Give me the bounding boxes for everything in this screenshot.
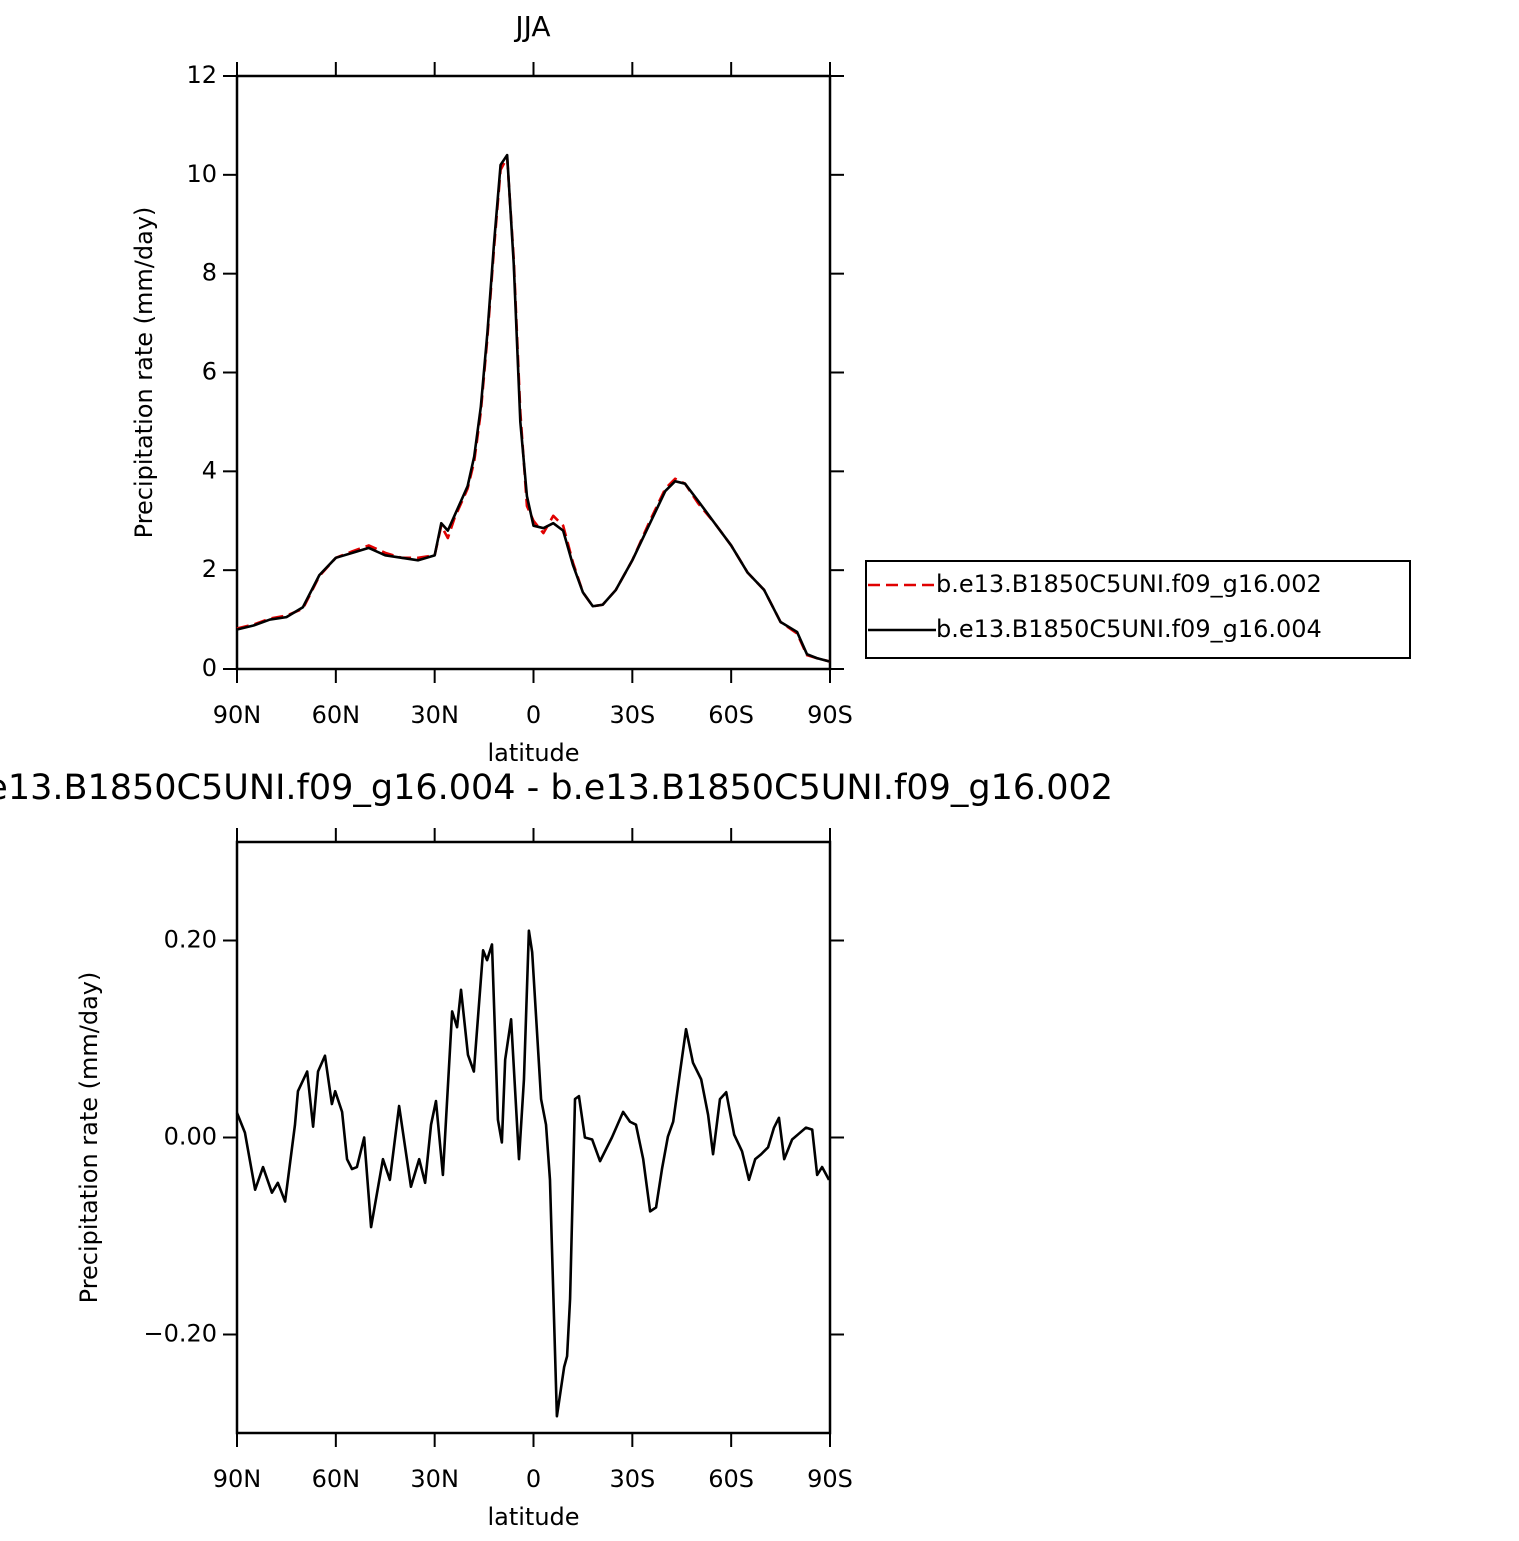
chart-title: b.e13.B1850C5UNI.f09_g16.004 - b.e13.B18… [0, 768, 1113, 808]
x-tick-label: 60N [312, 1465, 361, 1493]
x-tick-label: 90S [807, 701, 853, 729]
y-tick-label: 6 [202, 358, 217, 386]
y-tick-label: 12 [186, 61, 217, 89]
legend-box [865, 560, 1411, 659]
y-tick-label: 0.20 [164, 926, 217, 954]
x-tick-label: 60S [708, 1465, 754, 1493]
data-line [236, 156, 831, 663]
x-tick-label: 0 [526, 1465, 541, 1493]
y-tick-label: 0 [202, 654, 217, 682]
x-tick-label: 90N [213, 701, 262, 729]
legend-label: b.e13.B1850C5UNI.f09_g16.004 [936, 615, 1322, 643]
y-tick-label: −0.20 [143, 1320, 217, 1348]
y-tick-label: 0.00 [164, 1123, 217, 1151]
plot-frame [235, 74, 832, 671]
x-tick-label: 30N [410, 1465, 459, 1493]
x-tick-label: 60S [708, 701, 754, 729]
plot-frame [235, 840, 832, 1435]
x-axis-label: latitude [487, 1503, 579, 1531]
data-line [236, 153, 831, 663]
x-tick-label: 30S [609, 1465, 655, 1493]
y-tick-label: 10 [186, 160, 217, 188]
x-tick-label: 60N [312, 701, 361, 729]
y-tick-label: 4 [202, 456, 217, 484]
x-axis-label: latitude [487, 739, 579, 767]
x-tick-label: 30S [609, 701, 655, 729]
x-tick-label: 90S [807, 1465, 853, 1493]
legend-label: b.e13.B1850C5UNI.f09_g16.002 [936, 570, 1322, 598]
x-tick-label: 0 [526, 701, 541, 729]
x-tick-label: 30N [410, 701, 459, 729]
y-tick-label: 8 [202, 259, 217, 287]
y-axis-label: Precipitation rate (mm/day) [75, 972, 103, 1304]
x-tick-label: 90N [213, 1465, 262, 1493]
y-axis-label: Precipitation rate (mm/day) [130, 207, 158, 539]
y-tick-label: 2 [202, 555, 217, 583]
chart-title: JJA [513, 10, 550, 43]
data-line [235, 929, 831, 1418]
